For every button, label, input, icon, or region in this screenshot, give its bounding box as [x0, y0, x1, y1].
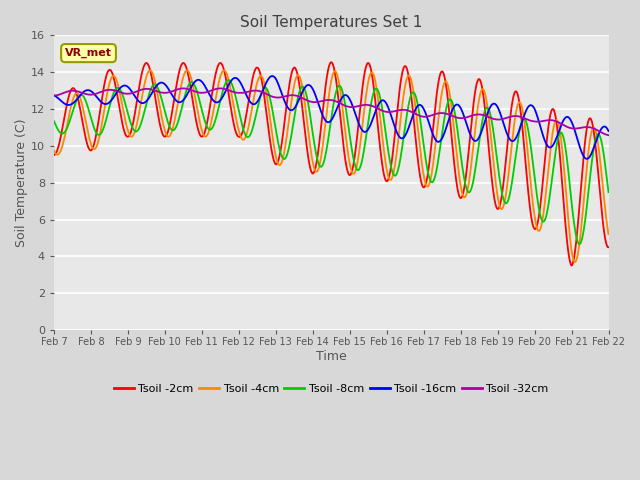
Text: VR_met: VR_met [65, 48, 112, 58]
Tsoil -32cm [50, 93, 58, 98]
Tsoil -16cm [236, 78, 243, 84]
Tsoil -8cm [576, 241, 584, 247]
Tsoil -4cm [50, 148, 58, 154]
Tsoil -4cm [173, 104, 181, 109]
Tsoil -4cm [236, 131, 244, 136]
Tsoil -16cm [268, 73, 276, 79]
Tsoil -2cm [539, 177, 547, 183]
Tsoil -4cm [490, 165, 498, 171]
Line: Tsoil -4cm: Tsoil -4cm [54, 71, 609, 262]
Tsoil -8cm [539, 219, 547, 225]
Tsoil -8cm [605, 189, 612, 195]
Tsoil -8cm [236, 112, 244, 118]
X-axis label: Time: Time [316, 350, 347, 363]
Tsoil -32cm [418, 113, 426, 119]
Tsoil -4cm [220, 68, 228, 73]
Tsoil -16cm [173, 98, 181, 104]
Tsoil -2cm [173, 78, 181, 84]
Y-axis label: Soil Temperature (C): Soil Temperature (C) [15, 119, 28, 247]
Tsoil -4cm [418, 158, 426, 164]
Tsoil -16cm [605, 128, 612, 134]
Tsoil -8cm [418, 127, 426, 132]
Tsoil -8cm [173, 121, 181, 127]
Tsoil -2cm [605, 244, 612, 250]
Tsoil -16cm [583, 156, 591, 162]
Tsoil -8cm [490, 133, 498, 139]
Tsoil -2cm [328, 60, 335, 65]
Tsoil -16cm [418, 103, 426, 108]
Tsoil -2cm [236, 134, 243, 140]
Tsoil -8cm [160, 105, 168, 110]
Tsoil -2cm [490, 194, 498, 200]
Tsoil -2cm [418, 180, 426, 186]
Tsoil -32cm [180, 85, 188, 91]
Tsoil -32cm [236, 90, 244, 96]
Tsoil -32cm [160, 90, 168, 96]
Tsoil -32cm [605, 132, 612, 138]
Legend: Tsoil -2cm, Tsoil -4cm, Tsoil -8cm, Tsoil -16cm, Tsoil -32cm: Tsoil -2cm, Tsoil -4cm, Tsoil -8cm, Tsoi… [109, 379, 553, 398]
Line: Tsoil -8cm: Tsoil -8cm [54, 80, 609, 244]
Tsoil -16cm [539, 132, 547, 138]
Title: Soil Temperatures Set 1: Soil Temperatures Set 1 [240, 15, 422, 30]
Tsoil -16cm [160, 81, 168, 86]
Tsoil -4cm [539, 214, 547, 219]
Tsoil -8cm [50, 118, 58, 124]
Tsoil -32cm [539, 118, 547, 124]
Line: Tsoil -32cm: Tsoil -32cm [54, 88, 609, 135]
Line: Tsoil -16cm: Tsoil -16cm [54, 76, 609, 159]
Line: Tsoil -2cm: Tsoil -2cm [54, 62, 609, 265]
Tsoil -8cm [225, 77, 232, 83]
Tsoil -16cm [50, 93, 58, 98]
Tsoil -2cm [50, 152, 58, 158]
Tsoil -32cm [173, 86, 181, 92]
Tsoil -4cm [160, 123, 168, 129]
Tsoil -2cm [568, 263, 575, 268]
Tsoil -2cm [160, 133, 168, 139]
Tsoil -32cm [490, 116, 498, 122]
Tsoil -4cm [571, 259, 579, 265]
Tsoil -4cm [605, 231, 612, 237]
Tsoil -16cm [490, 101, 498, 107]
